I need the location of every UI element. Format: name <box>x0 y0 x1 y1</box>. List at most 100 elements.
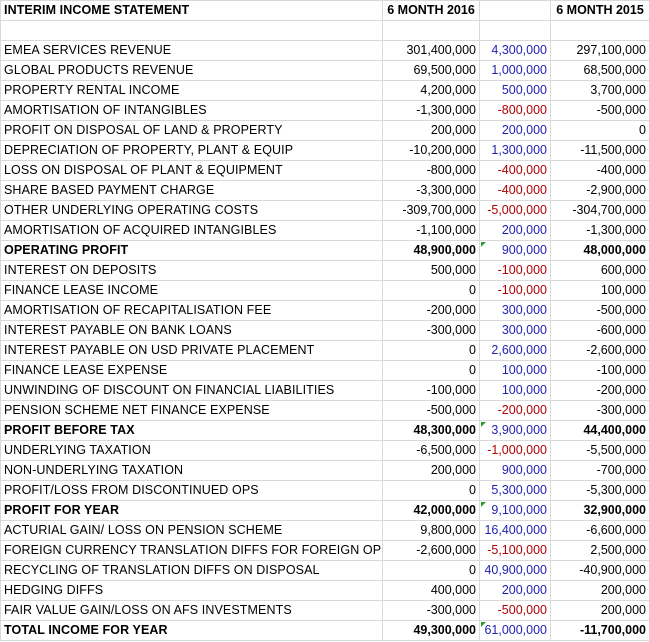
line-item-label-cell[interactable]: RECYCLING OF TRANSLATION DIFFS ON DISPOS… <box>0 560 383 581</box>
line-item-label-cell[interactable]: FOREIGN CURRENCY TRANSLATION DIFFS FOR F… <box>0 540 383 561</box>
variance-cell[interactable]: 100,000 <box>479 380 551 401</box>
value-2016-cell[interactable]: -800,000 <box>382 160 480 181</box>
value-2015-cell[interactable]: -500,000 <box>550 300 649 321</box>
line-item-label-cell[interactable]: TOTAL INCOME FOR YEAR <box>0 620 383 641</box>
value-2015-cell[interactable]: -700,000 <box>550 460 649 481</box>
value-2016-cell[interactable]: -309,700,000 <box>382 200 480 221</box>
header-2016-cell[interactable]: 6 MONTH 2016 <box>382 0 480 21</box>
line-item-label-cell[interactable]: ACTURIAL GAIN/ LOSS ON PENSION SCHEME <box>0 520 383 541</box>
comment-indicator-icon[interactable] <box>481 422 486 427</box>
variance-cell[interactable]: -100,000 <box>479 280 551 301</box>
variance-cell[interactable]: -800,000 <box>479 100 551 121</box>
line-item-label-cell[interactable]: LOSS ON DISPOSAL OF PLANT & EQUIPMENT <box>0 160 383 181</box>
line-item-label-cell[interactable]: GLOBAL PRODUCTS REVENUE <box>0 60 383 81</box>
value-2016-cell[interactable]: 0 <box>382 480 480 501</box>
value-2016-cell[interactable]: -10,200,000 <box>382 140 480 161</box>
value-2015-cell[interactable]: -200,000 <box>550 380 649 401</box>
value-2015-cell[interactable]: 100,000 <box>550 280 649 301</box>
variance-cell[interactable]: 40,900,000 <box>479 560 551 581</box>
line-item-label-cell[interactable]: OTHER UNDERLYING OPERATING COSTS <box>0 200 383 221</box>
comment-indicator-icon[interactable] <box>481 622 486 627</box>
variance-cell[interactable]: 3,900,000 <box>479 420 551 441</box>
value-2015-cell[interactable]: -300,000 <box>550 400 649 421</box>
variance-cell[interactable]: 500,000 <box>479 80 551 101</box>
value-2015-cell[interactable]: 2,500,000 <box>550 540 649 561</box>
line-item-label-cell[interactable]: INTEREST ON DEPOSITS <box>0 260 383 281</box>
variance-cell[interactable]: -500,000 <box>479 600 551 621</box>
blank-cell[interactable] <box>382 20 480 41</box>
line-item-label-cell[interactable]: PROFIT/LOSS FROM DISCONTINUED OPS <box>0 480 383 501</box>
value-2015-cell[interactable]: -1,300,000 <box>550 220 649 241</box>
line-item-label-cell[interactable]: OPERATING PROFIT <box>0 240 383 261</box>
line-item-label-cell[interactable]: DEPRECIATION OF PROPERTY, PLANT & EQUIP <box>0 140 383 161</box>
value-2016-cell[interactable]: 49,300,000 <box>382 620 480 641</box>
value-2015-cell[interactable]: 3,700,000 <box>550 80 649 101</box>
variance-cell[interactable]: -100,000 <box>479 260 551 281</box>
line-item-label-cell[interactable]: SHARE BASED PAYMENT CHARGE <box>0 180 383 201</box>
value-2015-cell[interactable]: -2,600,000 <box>550 340 649 361</box>
value-2015-cell[interactable]: 200,000 <box>550 580 649 601</box>
blank-cell[interactable] <box>550 20 649 41</box>
value-2016-cell[interactable]: 9,800,000 <box>382 520 480 541</box>
value-2016-cell[interactable]: 200,000 <box>382 460 480 481</box>
variance-cell[interactable]: 300,000 <box>479 300 551 321</box>
value-2015-cell[interactable]: -100,000 <box>550 360 649 381</box>
variance-cell[interactable]: 300,000 <box>479 320 551 341</box>
value-2016-cell[interactable]: 4,200,000 <box>382 80 480 101</box>
value-2016-cell[interactable]: -6,500,000 <box>382 440 480 461</box>
line-item-label-cell[interactable]: EMEA SERVICES REVENUE <box>0 40 383 61</box>
value-2015-cell[interactable]: 297,100,000 <box>550 40 649 61</box>
value-2015-cell[interactable]: -6,600,000 <box>550 520 649 541</box>
value-2015-cell[interactable]: -11,700,000 <box>550 620 649 641</box>
value-2016-cell[interactable]: 48,300,000 <box>382 420 480 441</box>
line-item-label-cell[interactable]: PROFIT BEFORE TAX <box>0 420 383 441</box>
line-item-label-cell[interactable]: AMORTISATION OF INTANGIBLES <box>0 100 383 121</box>
line-item-label-cell[interactable]: UNDERLYING TAXATION <box>0 440 383 461</box>
value-2016-cell[interactable]: 0 <box>382 340 480 361</box>
value-2015-cell[interactable]: 0 <box>550 120 649 141</box>
value-2016-cell[interactable]: 0 <box>382 280 480 301</box>
value-2016-cell[interactable]: 0 <box>382 560 480 581</box>
value-2015-cell[interactable]: -400,000 <box>550 160 649 181</box>
variance-cell[interactable]: 4,300,000 <box>479 40 551 61</box>
value-2015-cell[interactable]: -40,900,000 <box>550 560 649 581</box>
variance-cell[interactable]: -1,000,000 <box>479 440 551 461</box>
variance-cell[interactable]: 9,100,000 <box>479 500 551 521</box>
line-item-label-cell[interactable]: FINANCE LEASE EXPENSE <box>0 360 383 381</box>
statement-title-cell[interactable]: INTERIM INCOME STATEMENT <box>0 0 383 21</box>
header-variance-cell[interactable] <box>479 0 551 21</box>
value-2015-cell[interactable]: -304,700,000 <box>550 200 649 221</box>
value-2016-cell[interactable]: 200,000 <box>382 120 480 141</box>
variance-cell[interactable]: 61,000,000 <box>479 620 551 641</box>
value-2015-cell[interactable]: 200,000 <box>550 600 649 621</box>
value-2016-cell[interactable]: -300,000 <box>382 320 480 341</box>
value-2015-cell[interactable]: 44,400,000 <box>550 420 649 441</box>
value-2016-cell[interactable]: 42,000,000 <box>382 500 480 521</box>
line-item-label-cell[interactable]: INTEREST PAYABLE ON BANK LOANS <box>0 320 383 341</box>
variance-cell[interactable]: 900,000 <box>479 240 551 261</box>
line-item-label-cell[interactable]: FINANCE LEASE INCOME <box>0 280 383 301</box>
variance-cell[interactable]: -5,100,000 <box>479 540 551 561</box>
value-2016-cell[interactable]: 69,500,000 <box>382 60 480 81</box>
blank-cell[interactable] <box>479 20 551 41</box>
value-2015-cell[interactable]: 600,000 <box>550 260 649 281</box>
value-2015-cell[interactable]: 32,900,000 <box>550 500 649 521</box>
value-2016-cell[interactable]: 48,900,000 <box>382 240 480 261</box>
line-item-label-cell[interactable]: PROPERTY RENTAL INCOME <box>0 80 383 101</box>
variance-cell[interactable]: 200,000 <box>479 120 551 141</box>
variance-cell[interactable]: 200,000 <box>479 580 551 601</box>
value-2015-cell[interactable]: 48,000,000 <box>550 240 649 261</box>
value-2015-cell[interactable]: -5,500,000 <box>550 440 649 461</box>
line-item-label-cell[interactable]: PROFIT ON DISPOSAL OF LAND & PROPERTY <box>0 120 383 141</box>
value-2016-cell[interactable]: -200,000 <box>382 300 480 321</box>
blank-cell[interactable] <box>0 20 383 41</box>
header-2015-cell[interactable]: 6 MONTH 2015 <box>550 0 649 21</box>
value-2016-cell[interactable]: -1,100,000 <box>382 220 480 241</box>
variance-cell[interactable]: -200,000 <box>479 400 551 421</box>
variance-cell[interactable]: 200,000 <box>479 220 551 241</box>
value-2015-cell[interactable]: -500,000 <box>550 100 649 121</box>
variance-cell[interactable]: -400,000 <box>479 180 551 201</box>
value-2016-cell[interactable]: -500,000 <box>382 400 480 421</box>
line-item-label-cell[interactable]: AMORTISATION OF ACQUIRED INTANGIBLES <box>0 220 383 241</box>
line-item-label-cell[interactable]: AMORTISATION OF RECAPITALISATION FEE <box>0 300 383 321</box>
